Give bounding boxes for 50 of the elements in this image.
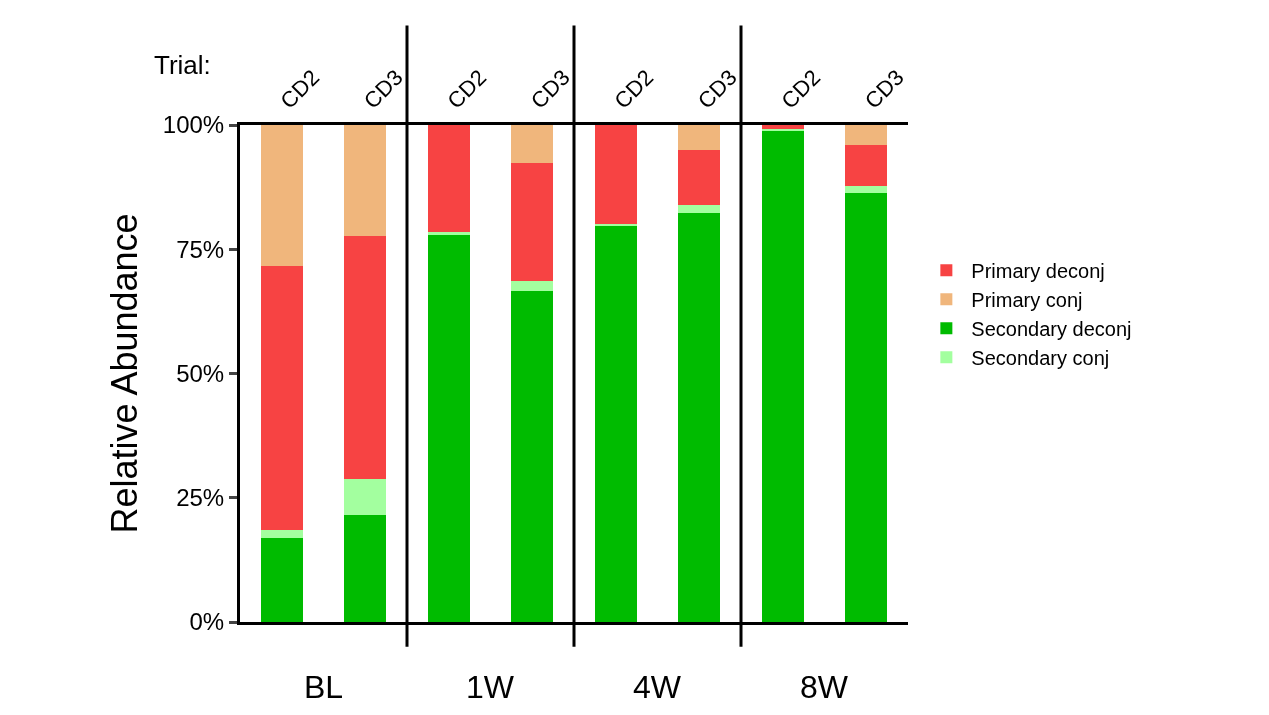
bar	[678, 149, 721, 205]
x-tick-label: CD2	[776, 64, 826, 114]
text: 4W	[633, 669, 682, 705]
legend-label: Primary deconj	[971, 260, 1105, 283]
x-tick-label: CD3	[358, 64, 408, 114]
legend-label: Primary conj	[971, 289, 1083, 312]
bar	[511, 290, 554, 622]
y-tick-label: 100%	[162, 111, 225, 139]
bar	[511, 163, 554, 281]
bar	[511, 125, 554, 164]
bar	[678, 125, 721, 150]
bar	[594, 125, 637, 225]
text: 1W	[466, 669, 515, 705]
bar	[594, 225, 637, 622]
bar	[678, 212, 721, 622]
bar	[761, 125, 804, 130]
bar	[845, 192, 888, 622]
bar	[427, 232, 470, 235]
bar	[511, 280, 554, 291]
bar	[427, 125, 470, 233]
bar	[344, 236, 387, 480]
bar	[260, 125, 303, 267]
bar	[845, 125, 888, 145]
x-tick-label: CD2	[442, 64, 492, 114]
y-axis-title: Relative Abundance	[103, 213, 145, 534]
x-tick-label: CD2	[275, 64, 325, 114]
bar	[344, 479, 387, 516]
legend-label: Secondary deconj	[971, 318, 1132, 341]
bar	[845, 144, 888, 187]
x-tick-label: CD3	[525, 64, 575, 114]
legend-label: Secondary conj	[971, 347, 1110, 370]
text: Trial:	[154, 50, 211, 80]
x-tick-label: CD3	[692, 64, 742, 114]
y-tick-label: 0%	[189, 608, 225, 636]
bar	[344, 125, 387, 237]
bar	[427, 234, 470, 622]
y-tick-label: 25%	[176, 484, 225, 512]
text: BL	[304, 669, 344, 705]
bar	[344, 515, 387, 622]
bar	[678, 204, 721, 213]
bar	[260, 529, 303, 538]
x-tick-label: CD3	[859, 64, 909, 114]
bar	[260, 266, 303, 530]
x-tick-label: CD2	[609, 64, 659, 114]
y-tick-label: 75%	[176, 235, 225, 263]
bar	[845, 186, 888, 193]
text: 8W	[800, 669, 849, 705]
bar	[260, 537, 303, 622]
bar	[761, 130, 804, 622]
y-tick-label: 50%	[176, 359, 225, 387]
